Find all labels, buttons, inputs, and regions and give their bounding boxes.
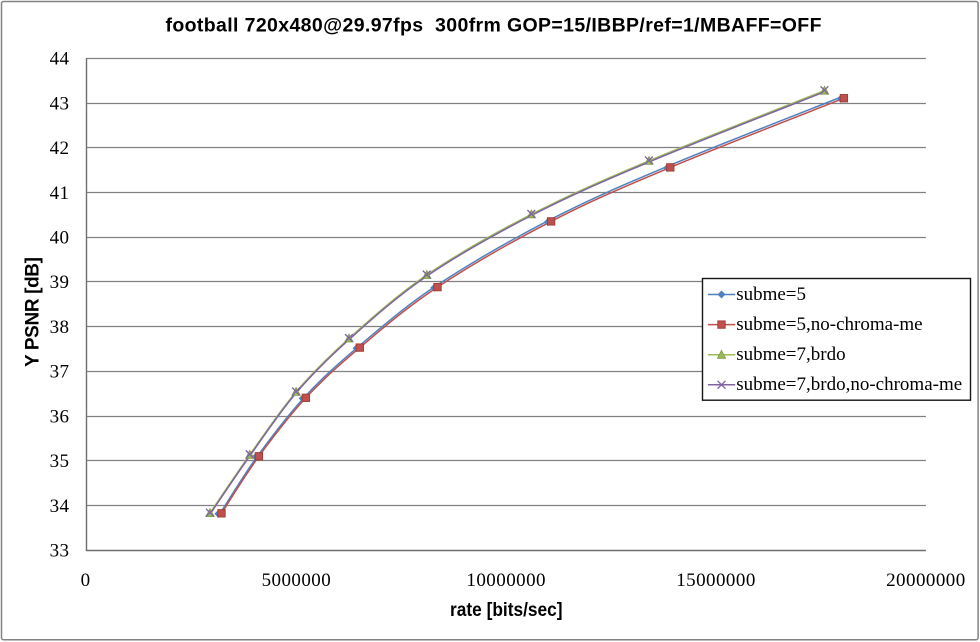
svg-text:20000000: 20000000 (886, 570, 966, 591)
svg-text:rate [bits/sec]: rate [bits/sec] (450, 600, 563, 621)
svg-text:subme=5,no-chroma-me: subme=5,no-chroma-me (736, 314, 922, 335)
svg-text:44: 44 (50, 49, 70, 70)
svg-text:Y PSNR [dB]: Y PSNR [dB] (22, 257, 43, 367)
svg-text:38: 38 (50, 317, 70, 338)
svg-text:42: 42 (50, 138, 70, 159)
svg-text:football 720x480@29.97fps 300: football 720x480@29.97fps 300frm GOP=15/… (166, 15, 822, 37)
svg-text:41: 41 (50, 183, 70, 204)
svg-text:37: 37 (50, 362, 70, 383)
svg-text:subme=7,brdo: subme=7,brdo (736, 344, 845, 365)
svg-text:subme=7,brdo,no-chroma-me: subme=7,brdo,no-chroma-me (736, 374, 962, 395)
svg-text:36: 36 (50, 406, 70, 427)
svg-text:34: 34 (50, 496, 70, 517)
svg-text:10000000: 10000000 (466, 570, 546, 591)
svg-text:0: 0 (81, 570, 91, 591)
svg-text:15000000: 15000000 (676, 570, 756, 591)
svg-text:43: 43 (50, 93, 70, 114)
svg-text:subme=5: subme=5 (736, 284, 806, 305)
svg-text:40: 40 (50, 228, 70, 249)
svg-text:5000000: 5000000 (262, 570, 332, 591)
svg-text:35: 35 (50, 451, 70, 472)
svg-text:39: 39 (50, 272, 70, 293)
svg-text:33: 33 (50, 541, 70, 562)
